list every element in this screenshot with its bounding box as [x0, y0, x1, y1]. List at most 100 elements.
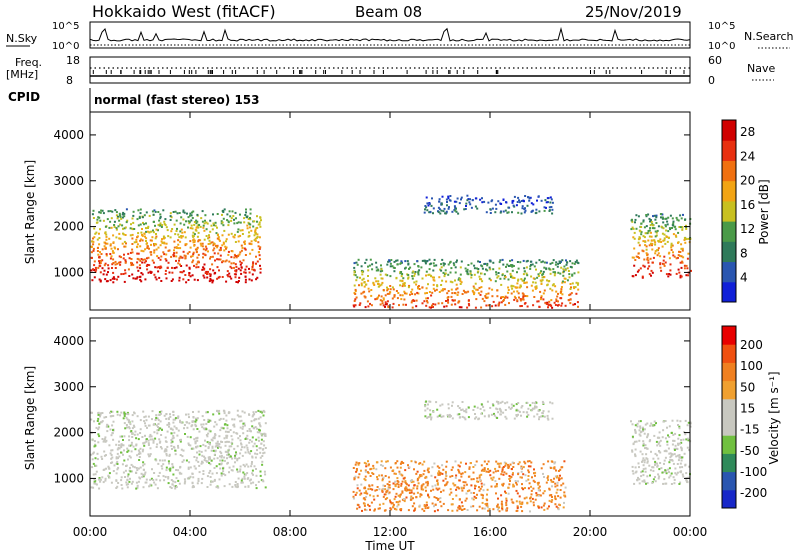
scatter-cell	[486, 269, 489, 272]
scatter-cell	[150, 253, 153, 256]
scatter-cell	[219, 417, 222, 420]
scatter-cell	[360, 265, 363, 268]
scatter-cell	[415, 496, 418, 499]
scatter-cell	[360, 284, 363, 287]
scatter-cell	[483, 470, 486, 472]
scatter-cell	[632, 236, 635, 239]
scatter-cell	[548, 268, 551, 271]
scatter-cell	[413, 509, 416, 512]
scatter-cell	[472, 285, 475, 288]
scatter-cell	[398, 494, 401, 497]
scatter-cell	[164, 218, 167, 221]
scatter-cell	[223, 437, 226, 440]
scatter-cell	[551, 496, 553, 498]
scatter-cell	[255, 438, 258, 441]
scatter-cell	[641, 453, 644, 456]
scatter-cell	[444, 212, 447, 215]
scatter-cell	[242, 259, 245, 262]
scatter-cell	[569, 302, 572, 305]
scatter-cell	[497, 401, 500, 403]
scatter-cell	[681, 226, 684, 229]
scatter-cell	[442, 264, 445, 267]
scatter-cell	[125, 242, 127, 245]
scatter-cell	[664, 261, 667, 264]
scatter-cell	[121, 242, 124, 245]
scatter-cell	[245, 463, 248, 466]
scatter-cell	[526, 259, 529, 262]
scatter-cell	[428, 496, 431, 499]
scatter-cell	[524, 207, 526, 210]
scatter-cell	[412, 480, 415, 483]
scatter-cell	[234, 211, 237, 214]
scatter-cell	[369, 258, 372, 261]
scatter-cell	[357, 463, 360, 466]
scatter-cell	[145, 240, 147, 242]
scatter-cell	[112, 281, 115, 284]
scatter-cell	[675, 473, 678, 476]
scatter-cell	[569, 260, 572, 263]
colorbar-tick-label: 20	[740, 174, 755, 188]
scatter-cell	[470, 274, 473, 276]
scatter-cell	[209, 219, 212, 222]
scatter-cell	[426, 300, 428, 302]
scatter-cell	[195, 226, 198, 229]
scatter-cell	[661, 213, 664, 216]
scatter-cell	[239, 426, 242, 429]
scatter-cell	[186, 477, 189, 480]
scatter-cell	[118, 444, 120, 447]
scatter-cell	[151, 210, 154, 213]
scatter-cell	[522, 411, 525, 414]
scatter-cell	[222, 409, 225, 412]
scatter-cell	[185, 264, 188, 267]
scatter-cell	[633, 440, 636, 443]
scatter-cell	[394, 480, 397, 483]
scatter-cell	[650, 269, 653, 272]
scatter-cell	[201, 210, 204, 213]
scatter-cell	[101, 458, 104, 460]
scatter-cell	[355, 296, 358, 299]
scatter-cell	[668, 476, 671, 479]
scatter-cell	[186, 435, 189, 438]
scatter-cell	[251, 461, 253, 463]
scatter-cell	[131, 414, 134, 417]
scatter-cell	[126, 450, 129, 453]
scatter-cell	[105, 467, 108, 470]
scatter-cell	[489, 212, 492, 214]
scatter-cell	[538, 416, 541, 419]
scatter-cell	[545, 201, 548, 204]
scatter-cell	[392, 266, 395, 269]
scatter-cell	[438, 291, 441, 293]
scatter-cell	[236, 459, 239, 462]
scatter-cell	[210, 224, 213, 227]
scatter-cell	[643, 428, 646, 431]
scatter-cell	[156, 432, 159, 435]
scatter-cell	[662, 420, 665, 423]
scatter-cell	[425, 481, 428, 484]
scatter-cell	[152, 261, 155, 264]
scatter-cell	[257, 245, 260, 248]
freq-tick-high: 18	[66, 54, 80, 67]
scatter-cell	[181, 231, 184, 234]
scatter-cell	[124, 226, 127, 229]
scatter-cell	[672, 222, 675, 225]
scatter-cell	[537, 487, 540, 490]
colorbar-frame	[721, 325, 737, 509]
scatter-cell	[92, 240, 95, 243]
scatter-cell	[432, 269, 435, 272]
scatter-cell	[487, 415, 490, 418]
scatter-cell	[557, 271, 560, 274]
scatter-cell	[444, 484, 446, 487]
scatter-cell	[402, 303, 405, 306]
scatter-cell	[241, 454, 244, 457]
scatter-cell	[175, 427, 178, 430]
scatter-cell	[227, 250, 230, 253]
scatter-cell	[257, 241, 260, 244]
scatter-cell	[253, 220, 256, 223]
scatter-cell	[185, 459, 188, 462]
scatter-cell	[198, 224, 201, 227]
scatter-cell	[369, 475, 372, 477]
scatter-cell	[646, 475, 649, 478]
scatter-cell	[666, 440, 669, 443]
scatter-cell	[140, 231, 143, 234]
